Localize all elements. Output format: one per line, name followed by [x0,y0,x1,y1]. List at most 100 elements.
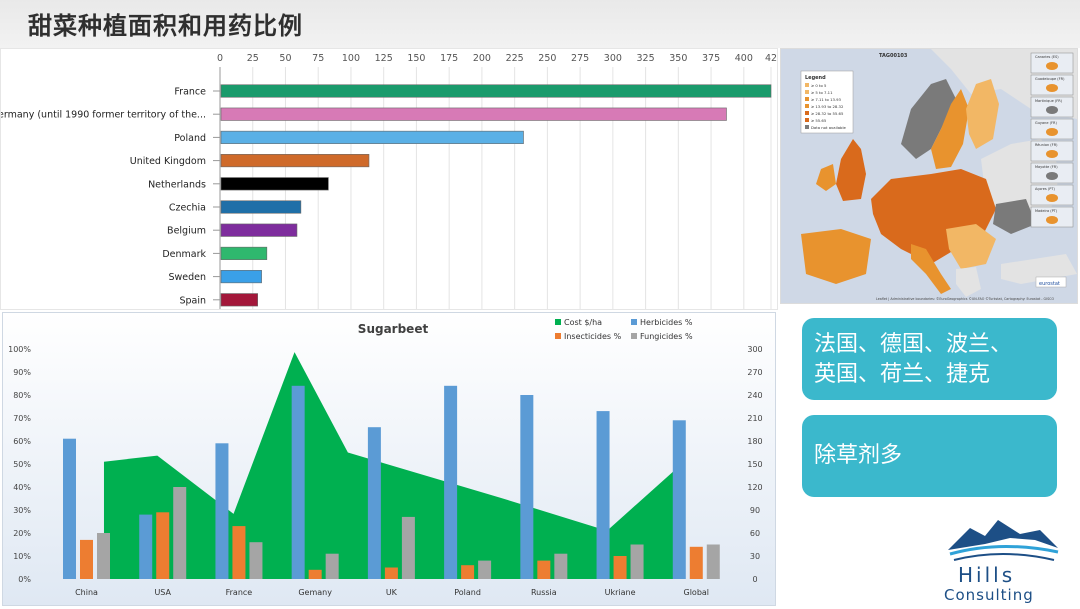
hills-consulting-logo: Hills Consulting [940,510,1070,605]
callout-herbicide: 除草剂多 [802,415,1057,497]
y-right-tick-label: 60 [750,529,760,538]
x-tick-label: 350 [669,53,687,64]
bar-insecticides [156,512,170,579]
map-inset-shape [1046,194,1058,202]
eurostat-logo-box [1035,276,1067,288]
map-inset-shape [1046,150,1058,158]
map-italy [911,244,951,294]
sugarbeet-chart-svg: Sugarbeet 0% 10% 20% 30% 40% 50% 60% 70% 80% 90% 10… [8,318,763,597]
bar-insecticides [384,567,398,579]
legend-swatch [631,319,637,325]
map-legend-label: ≥ 7.11 to 13.93 [811,97,842,102]
category-label: Denmark [162,249,206,260]
x-tick-label: 42 [765,53,777,64]
map-inset-shape [1046,62,1058,70]
sugarbeet-chart: Sugarbeet 0% 10% 20% 30% 40% 50% 60% 70% 80% 90% 10… [2,312,776,606]
map-inset-shape [1046,216,1058,224]
callout-herbicide-text: 除草剂多 [814,443,903,468]
bar-fungicides [173,487,187,579]
category-label: Spain [179,295,206,306]
bar-herbicides [215,443,229,579]
bar-herbicides [672,420,686,579]
map-inset-label: Réunion (FR) [1035,143,1058,147]
map-greece [956,267,981,297]
callout-countries-line2: 英国、荷兰、捷克 [814,362,991,387]
logo-mountain-icon [948,520,1058,550]
map-scandinavia [901,79,956,159]
bar-fungicides [325,553,339,579]
map-inset-shape [1046,128,1058,136]
legend-label: Herbicides % [640,318,693,327]
map-legend-label: ≥ 0 to 5 [811,83,827,88]
map-uk [836,139,866,201]
eu-map: Legend ≥ 0 to 5 ≥ 5 to 7.11 ≥ 7.11 to 13.9… [780,48,1078,304]
category-label: France [226,588,253,597]
legend-swatch [555,319,561,325]
legend-label: Insecticides % [564,332,622,341]
y-left-tick-label: 100% [8,345,31,354]
bar-fungicides [630,544,644,579]
x-tick-label: 325 [637,53,655,64]
category-label: Gemany [298,588,332,597]
x-tick-label: 0 [217,53,223,64]
bar [220,154,370,168]
map-legend-swatch [805,125,809,129]
bar-fungicides [401,516,415,579]
map-legend-swatch [805,111,809,115]
y-left-tick-label: 30% [13,506,31,515]
bar [220,130,524,144]
logo-text-hills: Hills [958,563,1015,587]
map-legend-swatch [805,83,809,87]
map-insets: Canaries (ES) Guadeloupe (FR) Martinique (… [1030,52,1074,228]
category-label: Poland [174,133,206,144]
bar-fungicides [97,533,110,579]
category-label: Netherlands [148,179,206,190]
map-legend-swatch [805,104,809,108]
x-tick-label: 200 [473,53,491,64]
map-sweden [931,89,969,169]
bar-herbicides [520,395,534,579]
map-finland [966,79,999,149]
bar-fungicides [249,542,263,579]
y-right-tick-label: 90 [750,506,760,515]
map-legend-label: ≥ 55.65 [811,118,827,123]
x-tick-label: 25 [247,53,259,64]
bar [220,177,329,191]
logo-text-consulting: Consulting [944,586,1034,604]
map-legend-items: ≥ 0 to 5 ≥ 5 to 7.11 ≥ 7.11 to 13.93 ≥ 13.9… [805,83,846,130]
category-label: France [174,87,206,98]
area-bar-chart-svg: 0 25 50 75 100 125 150 175 200 225 250 275 300 325 350… [0,53,777,311]
map-inset-label: Mayotte (FR) [1035,165,1058,169]
legend-label: Cost $/ha [564,318,602,327]
map-inset-label: Martinique (FR) [1035,99,1063,103]
bar-herbicides [596,411,610,579]
category-label: China [75,588,98,597]
y-right-tick-label: 0 [752,575,757,584]
cost-area [103,352,676,579]
map-legend-label: Data not available [811,125,846,130]
bar-herbicides [291,385,305,579]
x-tick-label: 275 [571,53,589,64]
eurostat-logo: eurostat [1039,281,1060,287]
x-tick-label: 50 [279,53,291,64]
map-legend-box [800,70,854,134]
y-right-tick-label: 300 [747,345,762,354]
map-inset-label: Guyane (FR) [1035,121,1057,125]
x-tick-label: 175 [440,53,458,64]
x-tick-label: 100 [342,53,360,64]
y-left-tick-label: 90% [13,368,31,377]
y-right-tick-label: 180 [747,437,762,446]
map-turkey [1001,254,1077,284]
x-tick-label: 150 [407,53,425,64]
map-inset-label: Canaries (ES) [1035,55,1059,59]
logo-wave-icon [949,544,1059,556]
category-label: Germany (until 1990 former territory of … [1,110,206,121]
bar-insecticides [461,565,475,579]
category-label: Global [684,588,710,597]
category-label: USA [154,588,171,597]
bar-insecticides [689,546,703,579]
x-tick-label: 75 [312,53,324,64]
category-label: Sweden [168,272,206,283]
bar-fungicides [478,560,492,579]
map-legend-title: Legend [805,75,826,81]
